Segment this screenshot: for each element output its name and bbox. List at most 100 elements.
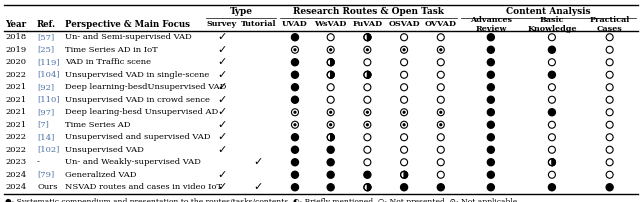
Circle shape <box>291 71 298 78</box>
Text: 2019: 2019 <box>5 46 26 54</box>
Circle shape <box>487 121 494 128</box>
Circle shape <box>487 146 494 153</box>
Circle shape <box>291 171 298 178</box>
Text: [102]: [102] <box>37 146 60 154</box>
Circle shape <box>487 109 494 116</box>
Circle shape <box>487 46 494 53</box>
Wedge shape <box>404 171 408 178</box>
Text: Survey: Survey <box>207 20 237 28</box>
Text: ✓: ✓ <box>217 70 227 80</box>
Text: ✓: ✓ <box>217 45 227 55</box>
Wedge shape <box>367 184 371 191</box>
Text: -: - <box>37 158 40 166</box>
Circle shape <box>327 59 334 66</box>
Text: ✓: ✓ <box>217 32 227 42</box>
Text: 2022: 2022 <box>5 133 26 141</box>
Circle shape <box>487 134 494 141</box>
Text: [104]: [104] <box>37 71 60 79</box>
Text: Tutorial: Tutorial <box>241 20 276 28</box>
Circle shape <box>403 111 405 113</box>
Circle shape <box>291 84 298 91</box>
Wedge shape <box>367 71 371 78</box>
Text: [7]: [7] <box>37 121 49 129</box>
Circle shape <box>548 109 556 116</box>
Circle shape <box>487 159 494 166</box>
Text: [110]: [110] <box>37 96 60 104</box>
Circle shape <box>330 124 332 126</box>
Text: NSVAD routes and cases in video IoT: NSVAD routes and cases in video IoT <box>65 183 222 191</box>
Text: 2021: 2021 <box>5 83 26 91</box>
Circle shape <box>403 124 405 126</box>
Circle shape <box>437 184 444 191</box>
Text: ✓: ✓ <box>217 95 227 105</box>
Wedge shape <box>331 134 334 141</box>
Circle shape <box>327 159 334 166</box>
Text: [14]: [14] <box>37 133 54 141</box>
Text: Deep learning-besdUnsupervised VAD: Deep learning-besdUnsupervised VAD <box>65 83 227 91</box>
Text: FuVAD: FuVAD <box>352 20 383 28</box>
Text: ✓: ✓ <box>217 182 227 192</box>
Text: VAD in Traffic scene: VAD in Traffic scene <box>65 58 151 66</box>
Text: Perspective & Main Focus: Perspective & Main Focus <box>65 20 190 29</box>
Circle shape <box>548 184 556 191</box>
Text: Time Series AD: Time Series AD <box>65 121 131 129</box>
Text: Basic
Knowledge: Basic Knowledge <box>527 16 577 33</box>
Text: [25]: [25] <box>37 46 54 54</box>
Text: 2021: 2021 <box>5 121 26 129</box>
Circle shape <box>291 134 298 141</box>
Circle shape <box>291 146 298 153</box>
Circle shape <box>364 171 371 178</box>
Text: [57]: [57] <box>37 33 54 41</box>
Circle shape <box>440 124 442 126</box>
Wedge shape <box>331 59 334 66</box>
Text: WsVAD: WsVAD <box>314 20 347 28</box>
Text: 2021: 2021 <box>5 96 26 104</box>
Text: 2024: 2024 <box>5 183 26 191</box>
Text: [97]: [97] <box>37 108 54 116</box>
Text: Un- and Semi-supervised VAD: Un- and Semi-supervised VAD <box>65 33 192 41</box>
Circle shape <box>606 184 613 191</box>
Text: ✓: ✓ <box>253 182 263 192</box>
Text: ✓: ✓ <box>217 145 227 155</box>
Circle shape <box>367 49 368 51</box>
Circle shape <box>291 159 298 166</box>
Circle shape <box>548 71 556 78</box>
Text: 2022: 2022 <box>5 146 26 154</box>
Text: Ours: Ours <box>37 183 58 191</box>
Text: ✓: ✓ <box>217 120 227 130</box>
Text: [79]: [79] <box>37 171 54 179</box>
Text: Generalized VAD: Generalized VAD <box>65 171 136 179</box>
Circle shape <box>327 171 334 178</box>
Circle shape <box>327 71 334 78</box>
Text: [119]: [119] <box>37 58 60 66</box>
Circle shape <box>487 184 494 191</box>
Circle shape <box>487 59 494 66</box>
Text: Unsupervised VAD: Unsupervised VAD <box>65 146 144 154</box>
Wedge shape <box>367 34 371 41</box>
Text: [92]: [92] <box>37 83 54 91</box>
Circle shape <box>487 71 494 78</box>
Circle shape <box>294 124 296 126</box>
Circle shape <box>548 46 556 53</box>
Circle shape <box>291 96 298 103</box>
Circle shape <box>327 134 334 141</box>
Text: ✓: ✓ <box>217 107 227 117</box>
Circle shape <box>364 184 371 191</box>
Circle shape <box>327 184 334 191</box>
Text: ✓: ✓ <box>217 170 227 180</box>
Text: Unsupervised VAD in single-scene: Unsupervised VAD in single-scene <box>65 71 209 79</box>
Text: Ref.: Ref. <box>37 20 56 29</box>
Circle shape <box>330 49 332 51</box>
Circle shape <box>294 49 296 51</box>
Text: OSVAD: OSVAD <box>388 20 420 28</box>
Circle shape <box>487 96 494 103</box>
Text: Practical
Cases: Practical Cases <box>589 16 630 33</box>
Circle shape <box>403 49 405 51</box>
Circle shape <box>548 159 556 166</box>
Circle shape <box>487 84 494 91</box>
Text: 2022: 2022 <box>5 71 26 79</box>
Text: Content Analysis: Content Analysis <box>506 7 591 16</box>
Text: 2024: 2024 <box>5 171 26 179</box>
Text: Un- and Weakly-supervised VAD: Un- and Weakly-supervised VAD <box>65 158 201 166</box>
Text: ✓: ✓ <box>217 57 227 67</box>
